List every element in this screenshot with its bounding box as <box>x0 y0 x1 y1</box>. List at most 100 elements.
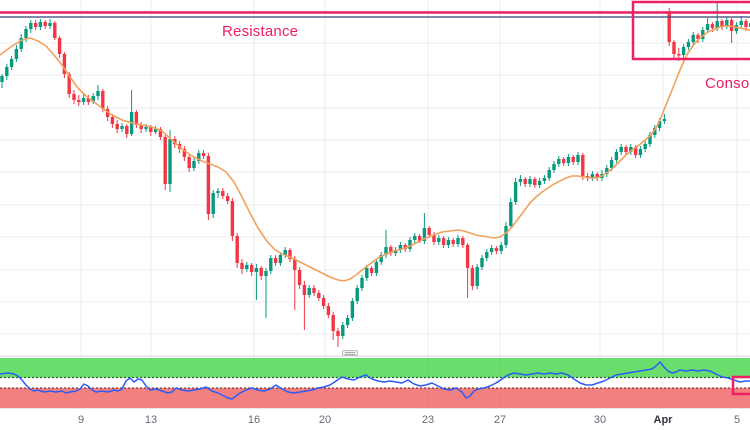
candle-body <box>662 119 667 121</box>
x-axis-label-apr: Apr <box>653 414 673 426</box>
candle-body <box>710 24 715 28</box>
candle-body <box>537 181 542 185</box>
candle-body <box>149 127 153 132</box>
candle-body <box>29 23 33 29</box>
candle-body <box>384 247 388 255</box>
candle-body <box>81 98 86 102</box>
candle-body <box>273 258 278 263</box>
candle-body <box>739 21 743 25</box>
candle-body <box>475 267 479 286</box>
candle-body <box>422 228 427 241</box>
candle-body <box>504 226 508 245</box>
x-axis-label-16: 16 <box>247 414 261 426</box>
consolidation-box[interactable] <box>631 0 750 61</box>
candle-body <box>561 159 566 163</box>
candle-body <box>5 67 9 76</box>
candle-body <box>235 236 239 263</box>
candle-body <box>686 42 691 47</box>
candle-body <box>317 293 321 298</box>
candle-body <box>331 315 335 331</box>
pane-resize-handle[interactable] <box>342 350 358 356</box>
candle-body <box>590 174 595 178</box>
candle-body <box>523 179 527 184</box>
candle-body <box>24 29 28 38</box>
candle-body <box>345 318 350 325</box>
candle-body <box>43 22 47 26</box>
candle-body <box>158 129 163 137</box>
candle-body <box>374 262 379 273</box>
x-axis-label-23: 23 <box>421 414 435 426</box>
candle-body <box>437 238 441 242</box>
candle-body <box>499 245 503 251</box>
candle-body <box>446 240 451 245</box>
candle-body <box>230 201 235 236</box>
candle-body <box>480 258 484 267</box>
candle-body <box>509 202 513 226</box>
candle-body <box>633 147 638 155</box>
candle-body <box>576 155 580 162</box>
x-axis-label-27: 27 <box>493 414 507 426</box>
x-axis[interactable]: 9 13 16 20 23 27 30 Apr 5 <box>0 410 750 430</box>
candle-body <box>605 168 609 174</box>
candle-body <box>513 182 518 202</box>
candle-body <box>240 263 244 269</box>
x-axis-label-13: 13 <box>144 414 158 426</box>
candle-body <box>297 270 302 285</box>
candle-body <box>269 258 273 271</box>
candle-body <box>725 20 729 26</box>
candle-body <box>101 91 105 109</box>
candle-body <box>264 271 268 276</box>
candle-body <box>168 139 172 184</box>
candle-body <box>307 288 311 295</box>
oscillator-highlight-box[interactable] <box>731 375 750 396</box>
candle-body <box>326 306 331 315</box>
candle-body <box>336 331 340 336</box>
candle-body <box>182 149 187 157</box>
candle-body <box>125 126 129 134</box>
candle-body <box>187 157 191 168</box>
x-axis-label-20: 20 <box>318 414 332 426</box>
candle-body <box>629 147 633 152</box>
candle-body <box>254 268 259 272</box>
candle-body <box>456 238 460 244</box>
candle-body <box>91 96 95 102</box>
candle-body <box>465 245 470 268</box>
x-axis-label-5: 5 <box>733 414 741 426</box>
candle-body <box>667 12 671 42</box>
candle-body <box>53 23 57 38</box>
candle-body <box>595 174 599 178</box>
candle-body <box>120 126 124 129</box>
candle-body <box>96 91 100 96</box>
candle-body <box>369 268 374 273</box>
candle-body <box>163 137 167 184</box>
candle-body <box>720 21 724 26</box>
resistance-annotation-label[interactable]: Resistance <box>222 23 299 40</box>
candle-body <box>643 144 647 149</box>
candle-body <box>293 259 297 270</box>
candle-body <box>115 124 119 129</box>
candle-body <box>648 135 652 144</box>
candle-body <box>451 240 455 244</box>
candle-body <box>33 23 38 27</box>
candle-body <box>542 178 547 181</box>
candle-body <box>413 236 417 240</box>
oscillator-overbought-zone <box>0 358 750 378</box>
candle-body <box>57 38 62 54</box>
candle-body <box>283 250 287 255</box>
candle-body <box>110 117 115 124</box>
candle-body <box>245 265 249 269</box>
x-axis-label-30: 30 <box>593 414 607 426</box>
candle-body <box>571 157 575 162</box>
consolidation-annotation-label[interactable]: Conso <box>705 75 750 92</box>
candle-body <box>312 288 316 293</box>
candle-body <box>398 245 403 250</box>
candle-body <box>638 149 643 155</box>
candle-body <box>249 265 254 272</box>
candle-body <box>48 23 52 26</box>
candle-body <box>653 128 657 135</box>
candle-body <box>86 98 91 102</box>
candle-body <box>417 236 422 241</box>
candle-body <box>609 160 614 168</box>
candle-body <box>461 238 465 245</box>
